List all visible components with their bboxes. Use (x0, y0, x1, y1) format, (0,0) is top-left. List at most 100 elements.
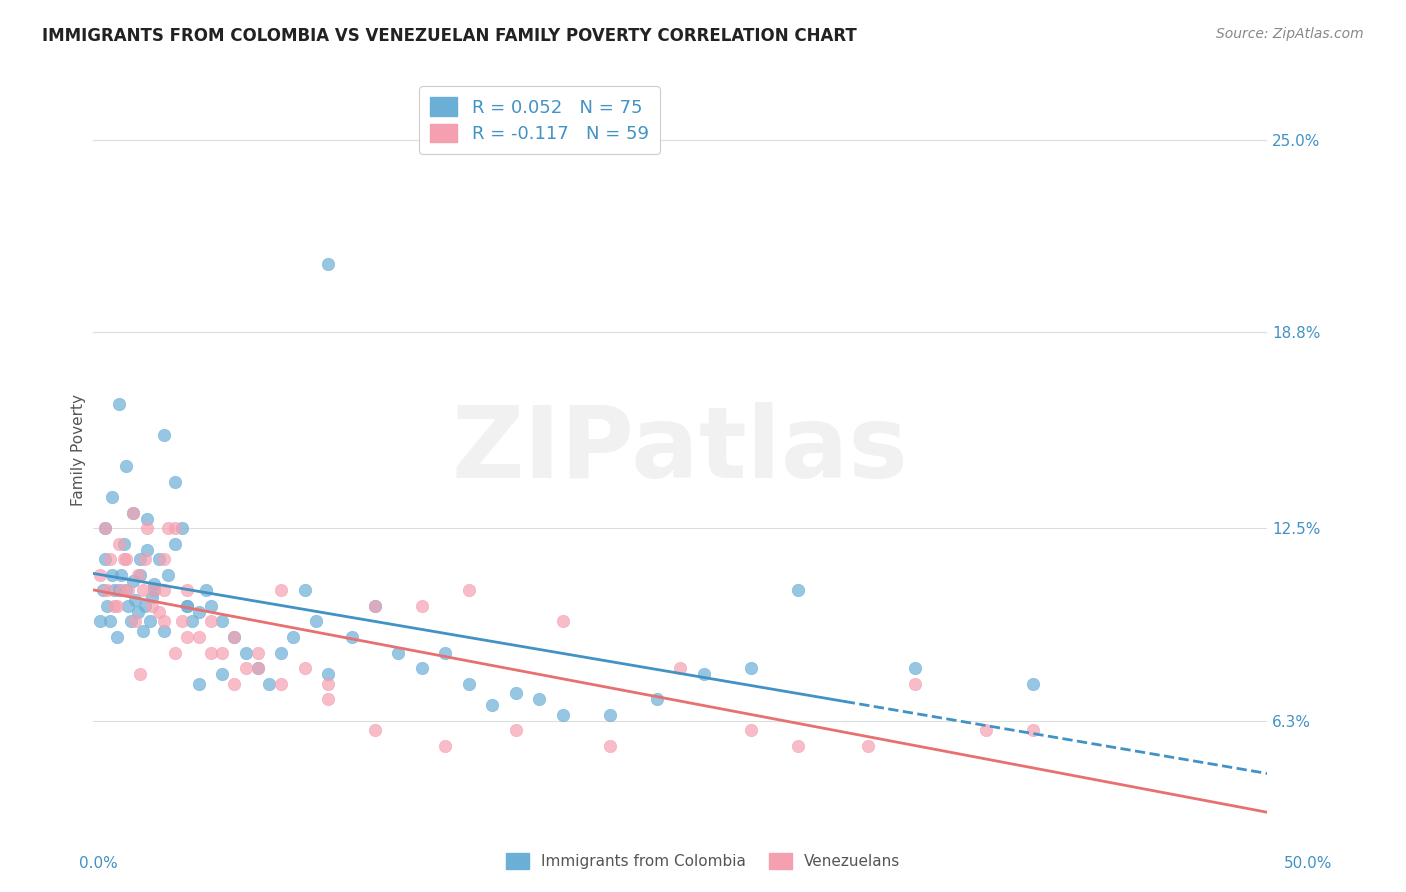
Legend: R = 0.052   N = 75, R = -0.117   N = 59: R = 0.052 N = 75, R = -0.117 N = 59 (419, 87, 659, 154)
Point (172, 615, 194, 629)
Point (187, 676, 209, 690)
Point (364, 599, 387, 613)
Point (117, 599, 139, 613)
Point (505, 686, 527, 700)
Point (180, 615, 202, 629)
Point (105, 630, 128, 644)
Point (458, 583, 481, 598)
Point (115, 458, 138, 473)
Point (200, 615, 222, 629)
Point (1021, 676, 1043, 690)
Point (152, 552, 174, 566)
Point (157, 521, 180, 535)
Point (89, 567, 111, 582)
Point (1021, 723, 1043, 738)
Point (148, 552, 170, 566)
Point (122, 506, 145, 520)
Point (136, 521, 159, 535)
Point (599, 707, 621, 722)
Point (740, 723, 762, 738)
Point (211, 667, 233, 681)
Point (505, 723, 527, 738)
Point (270, 676, 292, 690)
Point (152, 428, 174, 442)
Point (172, 521, 194, 535)
Text: 0.0%: 0.0% (79, 856, 118, 871)
Point (122, 574, 145, 588)
Point (138, 615, 160, 629)
Point (858, 739, 880, 753)
Point (94, 552, 117, 566)
Point (235, 646, 257, 660)
Point (458, 676, 481, 690)
Point (98, 552, 121, 566)
Point (551, 707, 574, 722)
Point (786, 739, 808, 753)
Point (131, 583, 153, 598)
Y-axis label: Family Poverty: Family Poverty (72, 394, 86, 507)
Point (529, 692, 551, 706)
Point (89, 615, 111, 629)
Point (115, 552, 138, 566)
Point (187, 630, 209, 644)
Point (316, 667, 339, 681)
Point (165, 646, 187, 660)
Point (176, 583, 198, 598)
Point (481, 698, 503, 713)
Point (124, 615, 146, 629)
Point (152, 583, 174, 598)
Point (904, 676, 927, 690)
Point (148, 605, 170, 619)
Point (127, 567, 149, 582)
Point (904, 661, 927, 675)
Point (246, 661, 269, 675)
Point (112, 537, 135, 551)
Point (200, 646, 222, 660)
Point (305, 615, 328, 629)
Point (134, 552, 156, 566)
Point (91, 583, 114, 598)
Point (364, 599, 387, 613)
Text: 50.0%: 50.0% (1284, 856, 1331, 871)
Point (122, 506, 145, 520)
Point (259, 676, 281, 690)
Point (157, 567, 180, 582)
Point (222, 630, 245, 644)
Point (740, 661, 762, 675)
Point (117, 583, 139, 598)
Point (316, 257, 339, 271)
Point (165, 521, 187, 535)
Point (127, 605, 149, 619)
Point (786, 583, 808, 598)
Point (143, 583, 166, 598)
Point (136, 543, 159, 558)
Point (98, 615, 121, 629)
Point (108, 537, 131, 551)
Point (316, 692, 339, 706)
Point (187, 605, 209, 619)
Point (94, 521, 117, 535)
Text: IMMIGRANTS FROM COLOMBIA VS VENEZUELAN FAMILY POVERTY CORRELATION CHART: IMMIGRANTS FROM COLOMBIA VS VENEZUELAN F… (42, 27, 856, 45)
Point (316, 676, 339, 690)
Point (176, 599, 198, 613)
Point (294, 583, 316, 598)
Point (136, 512, 159, 526)
Point (974, 723, 997, 738)
Point (364, 723, 387, 738)
Point (235, 661, 257, 675)
Point (200, 599, 222, 613)
Point (176, 630, 198, 644)
Point (211, 615, 233, 629)
Point (645, 692, 668, 706)
Point (112, 552, 135, 566)
Point (110, 583, 132, 598)
Point (131, 624, 153, 638)
Point (270, 583, 292, 598)
Point (96, 583, 118, 598)
Point (108, 583, 131, 598)
Point (387, 646, 409, 660)
Text: Source: ZipAtlas.com: Source: ZipAtlas.com (1216, 27, 1364, 41)
Point (434, 646, 457, 660)
Point (103, 599, 125, 613)
Point (551, 615, 574, 629)
